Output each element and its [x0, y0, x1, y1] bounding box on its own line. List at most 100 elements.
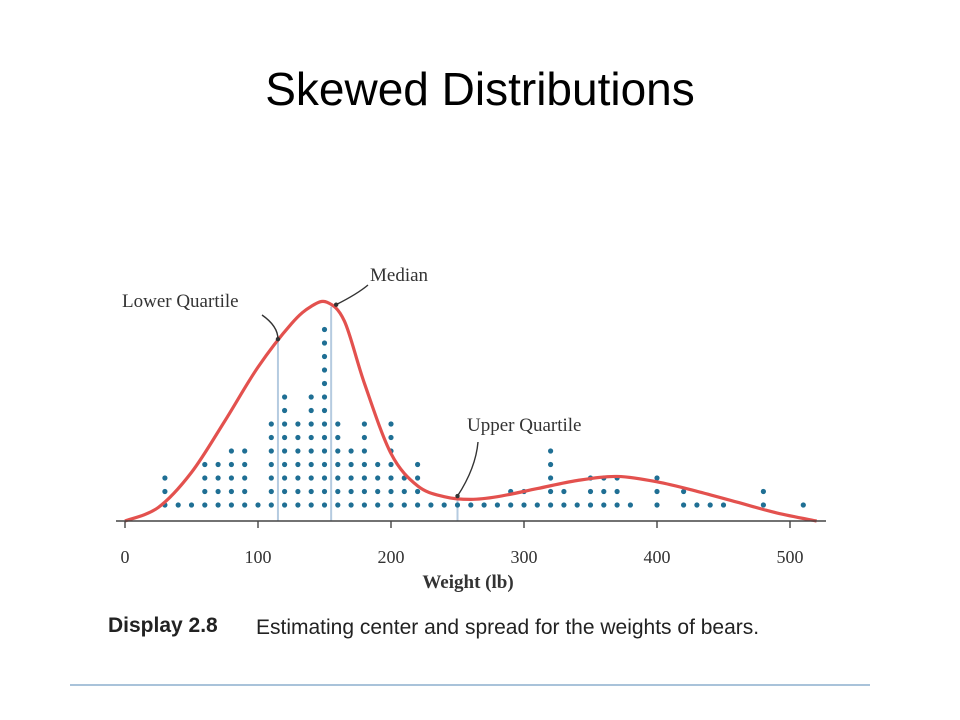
data-dot: [548, 502, 554, 508]
data-dot: [308, 488, 314, 495]
annotation-label: Median: [370, 265, 429, 286]
data-dot: [361, 488, 367, 495]
data-dot: [361, 475, 367, 481]
data-dot: [335, 502, 341, 508]
data-dot: [375, 475, 381, 481]
data-dot: [335, 461, 341, 468]
data-dot: [202, 502, 208, 508]
data-dot: [228, 461, 234, 468]
data-dot: [361, 448, 367, 454]
data-dot: [242, 488, 248, 495]
data-dot: [335, 434, 341, 441]
data-dot: [321, 367, 328, 373]
data-dot: [202, 461, 208, 468]
data-dot: [548, 461, 554, 468]
data-dot: [321, 394, 328, 400]
data-dot: [321, 502, 328, 508]
data-dot: [335, 421, 341, 427]
data-dot: [361, 421, 367, 427]
data-dot: [587, 502, 594, 508]
data-dot: [228, 488, 234, 495]
data-dot: [388, 461, 394, 468]
data-dot: [361, 434, 367, 441]
data-dot: [321, 340, 328, 346]
data-dot: [308, 475, 314, 481]
data-dot: [388, 421, 394, 427]
data-dot: [441, 502, 447, 508]
data-dot: [601, 502, 607, 508]
data-dot: [308, 407, 314, 414]
data-dot: [534, 502, 540, 508]
data-dot: [335, 488, 341, 495]
data-dot: [481, 502, 487, 508]
data-dot: [415, 502, 421, 508]
data-dot: [268, 488, 274, 495]
data-dot: [282, 434, 288, 441]
data-dot: [401, 502, 407, 508]
data-dot: [375, 461, 381, 468]
data-dot: [321, 421, 328, 427]
data-dot: [228, 502, 234, 508]
data-dot: [282, 502, 288, 508]
data-dot: [415, 488, 421, 495]
data-dot: [388, 434, 394, 441]
data-dot: [268, 461, 274, 468]
data-dot: [681, 502, 687, 508]
data-dot: [548, 448, 554, 454]
data-dot: [321, 434, 328, 441]
data-dot: [162, 475, 168, 481]
data-dot: [268, 421, 274, 427]
data-dot: [654, 488, 660, 495]
x-axis-label: Weight (lb): [422, 572, 513, 593]
data-dot: [255, 502, 261, 508]
data-dot: [295, 475, 301, 481]
data-dot: [295, 448, 301, 454]
data-dot: [228, 448, 234, 454]
annotation-arrowhead: [455, 493, 460, 499]
data-dot: [508, 502, 514, 508]
data-dot: [295, 488, 301, 495]
data-dot: [548, 488, 554, 495]
data-dot: [321, 353, 328, 360]
x-tick-label: 200: [378, 547, 405, 567]
data-dot: [574, 502, 580, 508]
data-dot: [375, 502, 381, 508]
data-dot: [654, 475, 660, 481]
data-dot: [282, 448, 288, 454]
annotation-arrowhead: [275, 336, 281, 342]
data-dot: [321, 448, 328, 454]
data-dot: [760, 488, 767, 495]
bottom-divider: [70, 684, 870, 686]
data-dot: [242, 448, 248, 454]
data-dot: [561, 502, 567, 508]
data-dot: [308, 394, 314, 400]
data-dot: [494, 502, 500, 508]
data-dot: [228, 475, 234, 481]
data-dot: [308, 461, 314, 468]
data-dot: [202, 475, 208, 481]
data-dot: [242, 475, 248, 481]
x-tick-label: 100: [245, 547, 272, 567]
data-dot: [388, 488, 394, 495]
data-dot: [268, 448, 274, 454]
data-dot: [587, 488, 594, 495]
density-curve: [124, 299, 817, 523]
data-dot: [335, 475, 341, 481]
data-dot: [295, 421, 301, 427]
data-dot: [388, 502, 394, 508]
annotation-arrow: [456, 441, 479, 497]
data-dot: [202, 488, 208, 495]
data-dot: [215, 488, 221, 495]
data-dot: [242, 461, 248, 468]
data-dot: [268, 434, 274, 441]
data-dot: [308, 502, 314, 508]
data-dot: [681, 488, 687, 495]
annotation-label: Upper Quartile: [467, 415, 581, 436]
data-dot: [282, 461, 288, 468]
data-dot: [348, 488, 354, 495]
data-dot: [175, 502, 181, 508]
data-dot: [268, 502, 274, 508]
data-dot: [321, 461, 328, 468]
data-dot: [760, 502, 767, 508]
data-dot: [242, 502, 248, 508]
